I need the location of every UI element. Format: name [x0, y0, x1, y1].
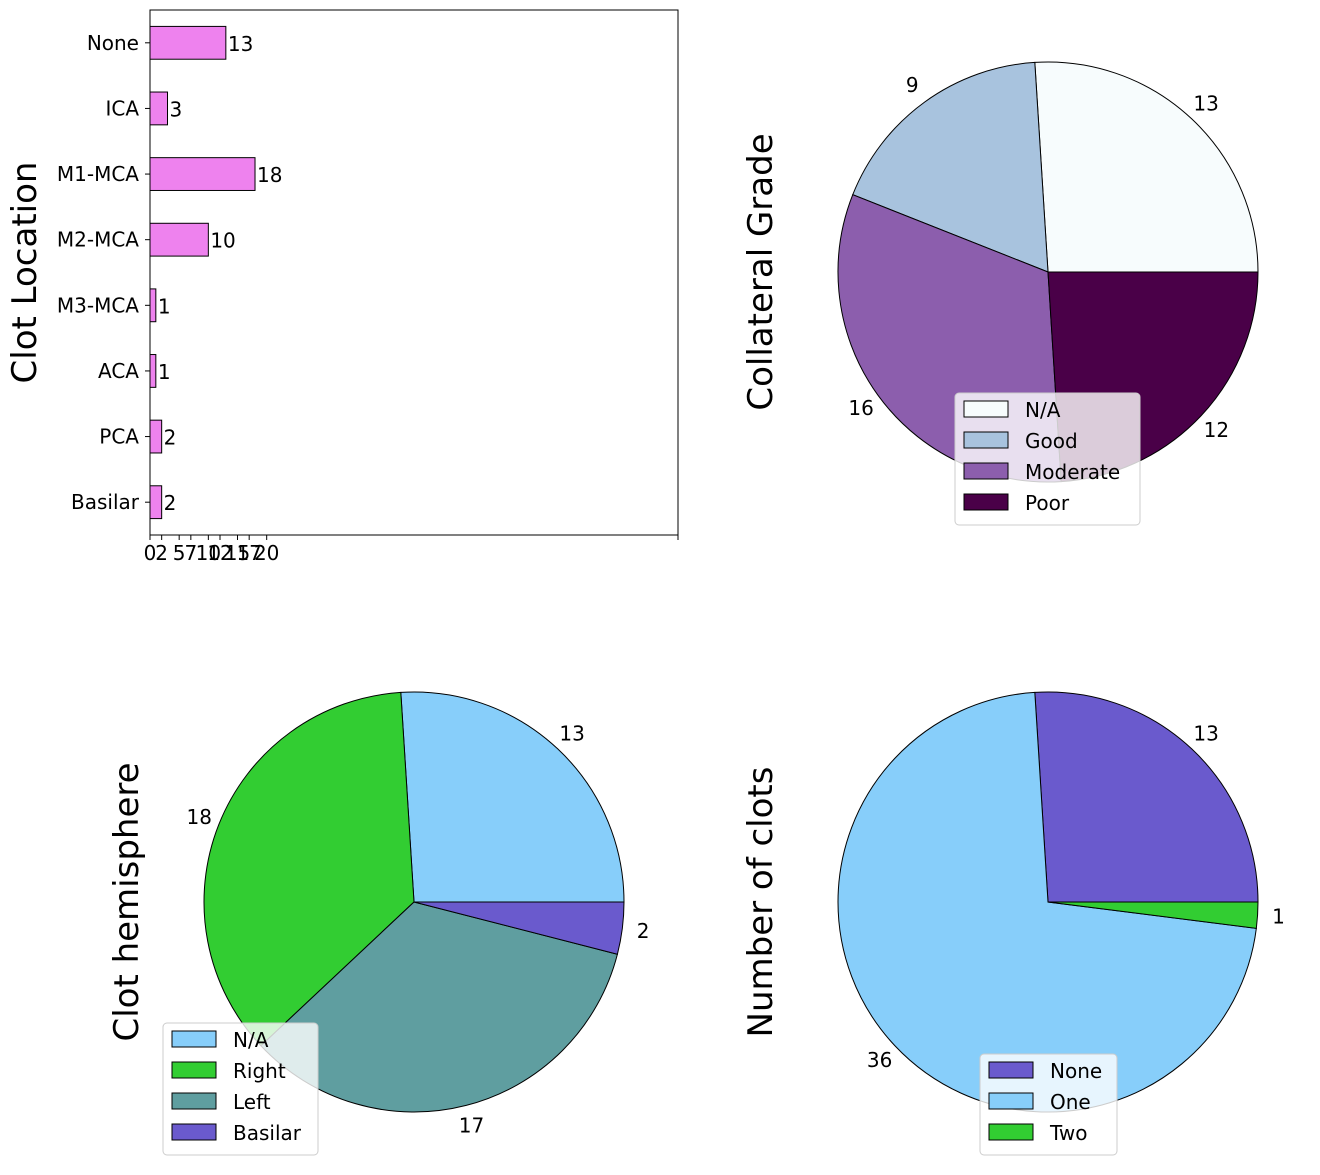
data-label: 13 [228, 32, 253, 56]
slice-value-label: 13 [1193, 722, 1218, 746]
clot-location-bar-chart: None 13 ICA 3 M1-MCA 18 M2-MCA 10 M3-MCA 1 ACA 1 PCA… [5, 9, 679, 565]
collateral-grade-pie-chart: 13 9 16 12 Collateral Grade N/A Good Moderate Po… [741, 61, 1259, 526]
slice-value-label: 13 [559, 722, 584, 746]
legend-label: One [1050, 1090, 1091, 1114]
slice-value-label: 17 [459, 1114, 484, 1138]
y-tick-label: ACA [98, 359, 139, 383]
data-label: 1 [158, 360, 171, 384]
bar-basilar [149, 485, 163, 520]
slice-value-label: 16 [848, 396, 873, 420]
bar-ica [149, 91, 169, 126]
legend-swatch-one [988, 1092, 1034, 1110]
y-axis-label: Collateral Grade [741, 133, 781, 410]
slice-value-label: 13 [1193, 92, 1218, 116]
legend-label: Poor [1025, 491, 1070, 515]
legend-swatch-n-a [963, 400, 1009, 418]
x-tick-label: 20 [254, 541, 279, 565]
bar-m2-mca [149, 222, 209, 257]
bar-m1-mca [149, 157, 256, 191]
legend-swatch-none [988, 1061, 1034, 1079]
data-label: 2 [164, 426, 177, 450]
data-label: 2 [164, 491, 177, 515]
legend-label: Good [1025, 429, 1078, 453]
data-label: 10 [210, 229, 235, 253]
pie-slice-one [837, 691, 1257, 1113]
bar-aca [149, 354, 157, 388]
slice-value-label: 9 [906, 73, 919, 97]
pie-slice-good [852, 61, 1049, 273]
y-axis-label: Clot Location [5, 162, 45, 384]
y-tick-label: M1-MCA [57, 162, 139, 186]
bar-none [149, 25, 227, 60]
y-tick-label: M2-MCA [57, 228, 139, 252]
legend-label: None [1050, 1059, 1102, 1083]
x-tick-label: 2 [155, 541, 168, 565]
legend-box [162, 1022, 319, 1156]
x-tick-label: 10 [196, 541, 221, 565]
pie-slice-two [1047, 901, 1259, 929]
bar-pca [149, 419, 163, 454]
legend-label: N/A [233, 1028, 269, 1052]
pie-slice-right [203, 691, 415, 1047]
clot-hemisphere-pie-chart: 13 18 17 2 Clot hemisphere N/A Right Left Basila… [107, 691, 650, 1156]
slice-value-label: 12 [1204, 418, 1229, 442]
legend-label: Moderate [1025, 460, 1120, 484]
slice-value-label: 36 [867, 1048, 892, 1072]
x-tick-label: 5 [173, 541, 186, 565]
y-tick-label: None [87, 31, 139, 55]
slice-value-label: 18 [186, 805, 211, 829]
legend-label: Right [233, 1059, 286, 1083]
data-label: 3 [170, 97, 183, 121]
legend-swatch-moderate [963, 462, 1009, 480]
legend-swatch-two [988, 1123, 1034, 1141]
pie-slice-n-a [1034, 61, 1259, 273]
slice-value-label: 2 [637, 919, 650, 943]
plot-area-frame [149, 9, 679, 536]
x-tick-label: 17 [236, 541, 261, 565]
data-label: 1 [158, 294, 171, 318]
number-of-clots-pie-chart: 13 36 1 Number of clots None One Two [741, 691, 1285, 1156]
y-axis-label: Clot hemisphere [107, 762, 147, 1041]
legend-swatch-right [171, 1061, 217, 1079]
x-tick-label: 12 [207, 541, 232, 565]
legend-label: N/A [1025, 398, 1061, 422]
pie-slice-none [1034, 691, 1259, 903]
legend-label: Left [233, 1090, 271, 1114]
legend-label: Basilar [233, 1121, 302, 1145]
y-tick-label: Basilar [71, 490, 140, 514]
x-tick-label: 0 [144, 541, 157, 565]
legend-swatch-left [171, 1092, 217, 1110]
x-tick-label: 15 [225, 541, 250, 565]
data-label: 18 [257, 163, 282, 187]
x-tick-label: 7 [184, 541, 197, 565]
y-tick-label: ICA [105, 96, 139, 120]
legend-swatch-poor [963, 493, 1009, 511]
legend-swatch-n-a [171, 1030, 217, 1048]
slice-value-label: 1 [1272, 905, 1285, 929]
legend-swatch-good [963, 431, 1009, 449]
legend-swatch-basilar [171, 1123, 217, 1141]
y-tick-label: M3-MCA [57, 293, 139, 317]
y-tick-label: PCA [99, 425, 139, 449]
legend-box [954, 392, 1141, 526]
bar-m3-mca [149, 288, 157, 323]
pie-slice-basilar [413, 901, 625, 955]
y-axis-label: Number of clots [741, 767, 781, 1038]
legend-label: Two [1049, 1121, 1088, 1145]
pie-slice-n-a [400, 691, 625, 903]
